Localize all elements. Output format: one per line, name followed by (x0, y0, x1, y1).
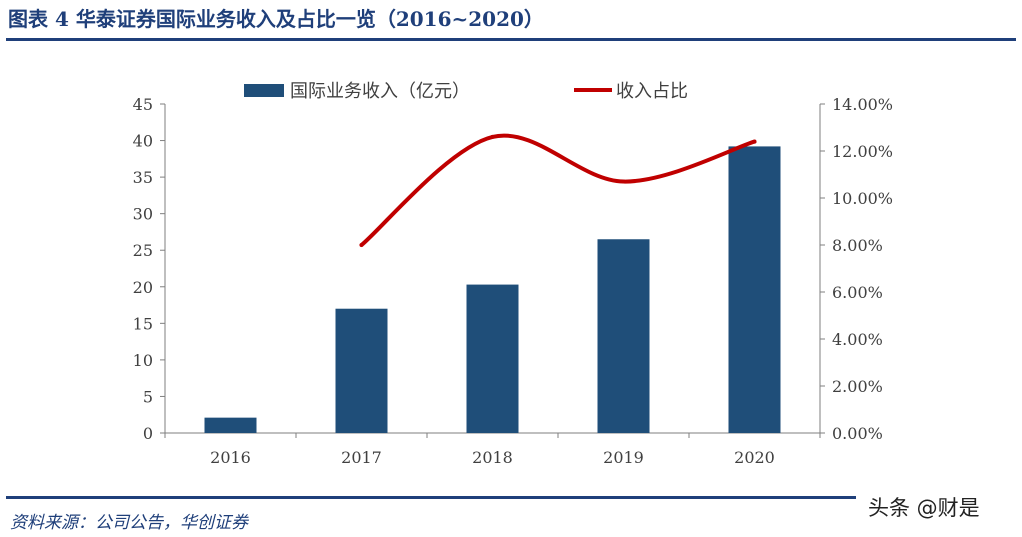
watermark: 头条 @财是 (868, 496, 980, 520)
right-axis-tick-label: 0.00% (832, 424, 883, 443)
bar-2017 (335, 308, 388, 433)
x-axis-tick-label: 2017 (341, 448, 382, 467)
x-axis-tick-label: 2019 (603, 448, 644, 467)
left-axis-tick-label: 25 (133, 241, 153, 260)
share-point-2020 (752, 139, 757, 144)
left-axis-tick-label: 35 (133, 168, 153, 187)
bar-2018 (466, 284, 519, 433)
bar-2019 (597, 239, 650, 433)
left-axis-tick-label: 40 (133, 132, 153, 151)
page-title: 图表 4 华泰证券国际业务收入及占比一览（2016~2020） (8, 7, 544, 31)
right-axis-tick-label: 14.00% (832, 95, 893, 114)
left-axis-tick-label: 20 (133, 278, 153, 297)
share-point-2019 (621, 179, 626, 184)
bar-2016 (204, 417, 257, 433)
left-axis-tick-label: 0 (143, 424, 153, 443)
share-point-2017 (359, 243, 364, 247)
bar-2020 (728, 146, 781, 433)
right-axis-tick-label: 2.00% (832, 377, 883, 396)
share-line (359, 133, 757, 247)
right-axis-tick-label: 10.00% (832, 189, 893, 208)
left-axis-tick-label: 10 (133, 351, 153, 370)
left-axis-tick-label: 15 (133, 314, 153, 333)
right-axis-tick-label: 8.00% (832, 236, 883, 255)
left-axis-tick-label: 5 (143, 387, 153, 406)
right-axis-tick-label: 4.00% (832, 330, 883, 349)
footer-divider (6, 496, 856, 499)
x-axis-tick-label: 2016 (210, 448, 251, 467)
source-note: 资料来源：公司公告，华创证券 (10, 513, 248, 533)
x-axis-tick-label: 2018 (472, 448, 513, 467)
legend-bar-swatch (244, 84, 284, 97)
right-axis-tick-label: 6.00% (832, 283, 883, 302)
legend-bar-label: 国际业务收入（亿元） (290, 81, 470, 102)
left-axis-tick-label: 30 (133, 205, 153, 224)
x-axis-tick-label: 2020 (734, 448, 775, 467)
legend-line-label: 收入占比 (616, 81, 688, 102)
right-axis-tick-label: 12.00% (832, 142, 893, 161)
title-divider (6, 38, 1016, 41)
share-point-2018 (490, 134, 495, 139)
left-axis-tick-label: 45 (133, 95, 153, 114)
